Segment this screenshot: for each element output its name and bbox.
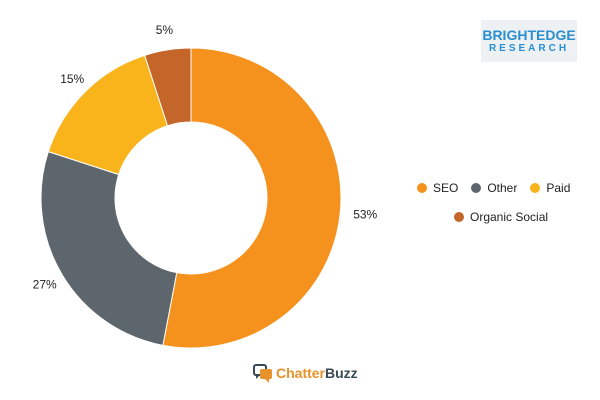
brightedge-logo-line2: RESEARCH: [488, 43, 570, 54]
chatterbuzz-logo-text-chatter: Chatter: [276, 365, 326, 381]
slice-label-organic-social: 5%: [156, 23, 174, 37]
legend-item-other: Other: [471, 181, 517, 195]
brightedge-research-logo: BRIGHTEDGE RESEARCH: [481, 20, 577, 62]
donut-slice-other: [40, 151, 178, 346]
legend-item-seo: SEO: [417, 181, 458, 195]
donut-slice-organic-social: [144, 47, 192, 127]
legend-swatch-organic-social: [454, 212, 464, 222]
slice-value-labels: 53% 27% 15% 5%: [33, 23, 378, 291]
slice-label-other: 27%: [33, 278, 57, 292]
legend-item-organic-social: Organic Social: [454, 210, 548, 224]
slice-label-seo: 53%: [353, 207, 377, 221]
legend-swatch-other: [471, 183, 482, 193]
donut-slice-seo: [162, 47, 342, 349]
legend-swatch-paid: [530, 183, 541, 193]
legend-row: Organic Social: [454, 209, 592, 225]
chart-legend: SEO Other Paid Organic Social: [417, 180, 592, 238]
legend-swatch-seo: [417, 183, 427, 193]
chat-bubbles-icon: [253, 364, 272, 383]
slice-label-paid: 15%: [60, 72, 84, 86]
chatterbuzz-logo-text-buzz: Buzz: [325, 365, 358, 381]
legend-label-paid: Paid: [546, 181, 571, 195]
brightedge-logo-line1: BRIGHTEDGE: [482, 27, 576, 43]
legend-label-organic-social: Organic Social: [470, 210, 549, 224]
legend-row: SEO Other Paid: [417, 180, 592, 196]
donut-slices: [40, 47, 342, 349]
legend-label-seo: SEO: [433, 181, 459, 195]
legend-label-other: Other: [487, 181, 518, 195]
chatterbuzz-logo: Chatter Buzz: [253, 358, 358, 388]
legend-item-paid: Paid: [530, 181, 570, 195]
